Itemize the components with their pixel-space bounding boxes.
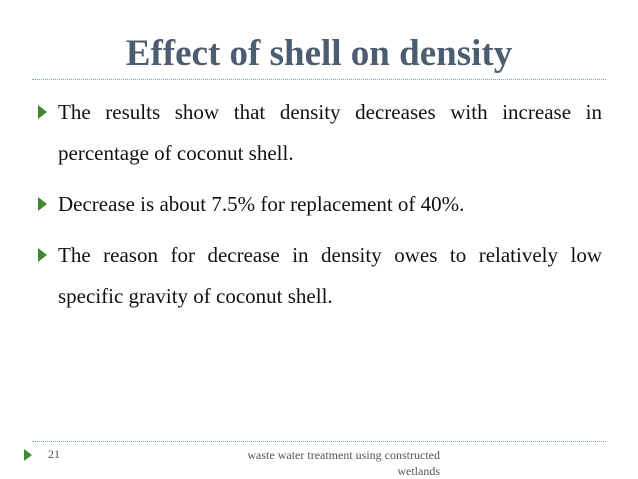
title-rule	[32, 79, 606, 80]
page-number: 21	[48, 447, 60, 461]
bullet-text: The results show that density decreases …	[58, 100, 602, 165]
bullet-list: The results show that density decreases …	[38, 92, 602, 327]
bullet-icon	[38, 248, 47, 262]
slide-title: Effect of shell on density	[125, 33, 513, 74]
footer-text: waste water treatment using constructed …	[247, 448, 440, 478]
bullet-icon	[38, 105, 47, 119]
bullet-item: The reason for decrease in density owes …	[38, 235, 602, 317]
footer-icon	[24, 449, 32, 461]
bullet-item: Decrease is about 7.5% for replacement o…	[38, 184, 602, 225]
footer-rule	[32, 441, 606, 442]
bullet-text: The reason for decrease in density owes …	[58, 243, 602, 308]
bullet-text: Decrease is about 7.5% for replacement o…	[58, 192, 465, 216]
bullet-item: The results show that density decreases …	[38, 92, 602, 174]
bullet-icon	[38, 197, 47, 211]
